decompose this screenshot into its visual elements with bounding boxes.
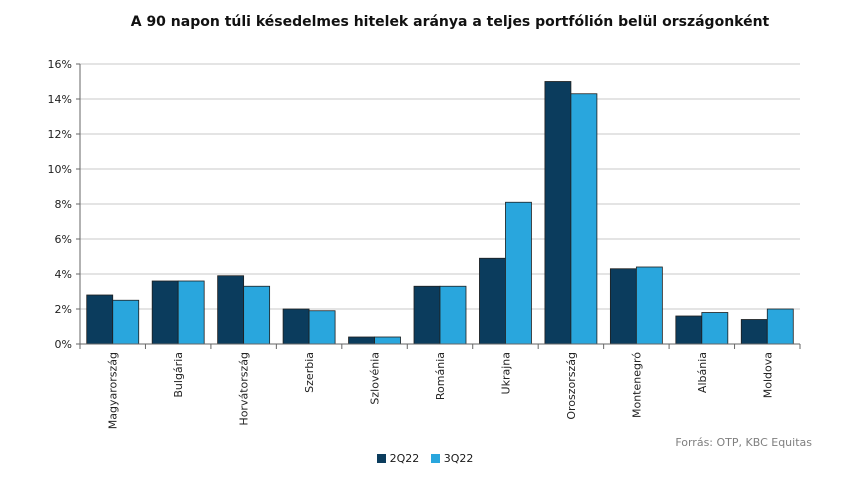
- x-tick-label: Oroszország: [565, 352, 578, 420]
- y-tick-label: 0%: [55, 338, 72, 351]
- y-tick-label: 2%: [55, 303, 72, 316]
- bar-2q22: [740, 319, 768, 345]
- bar-3q22: [374, 336, 401, 345]
- bars: [86, 81, 794, 345]
- x-tick-label: Horvátország: [238, 352, 251, 426]
- y-tick-label: 8%: [55, 198, 72, 211]
- x-tick-label: Moldova: [761, 352, 774, 398]
- x-tick-labels: Magyarország Bulgária Horvátország Szerbia S…: [107, 352, 775, 429]
- bar-3q22: [177, 280, 205, 345]
- x-tick-label: Montenegró: [630, 352, 643, 418]
- bar-3q22: [308, 310, 336, 345]
- y-tick-label: 6%: [55, 233, 72, 246]
- legend-label-2q22: 2Q22: [389, 452, 420, 465]
- bar-2q22: [479, 257, 506, 345]
- bar-3q22: [570, 93, 598, 345]
- axes: [76, 63, 801, 349]
- bar-3q22: [243, 285, 271, 345]
- x-tick-label: Albánia: [696, 352, 709, 393]
- bar-3q22: [505, 201, 532, 345]
- x-tick-label: Románia: [434, 352, 447, 400]
- x-tick-label: Szlovénia: [369, 352, 382, 405]
- bar-3q22: [112, 299, 140, 345]
- bar-2q22: [151, 280, 179, 345]
- source-note: Forrás: OTP, KBC Equitas: [675, 436, 812, 449]
- bar-3q22: [766, 308, 794, 345]
- legend-swatch-3q22: [430, 454, 440, 463]
- y-tick-label: 16%: [48, 58, 72, 71]
- x-tick-label: Bulgária: [172, 352, 185, 398]
- x-tick-label: Magyarország: [107, 352, 120, 429]
- y-tick-label: 12%: [48, 128, 72, 141]
- bar-3q22: [635, 266, 663, 345]
- legend-item-3q22: 3Q22: [430, 452, 474, 465]
- bar-2q22: [217, 275, 245, 345]
- x-tick-label: Szerbia: [303, 352, 316, 393]
- legend-label-3q22: 3Q22: [443, 452, 474, 465]
- legend-item-2q22: 2Q22: [376, 452, 420, 465]
- chart-title: A 90 napon túli késedelmes hitelek arány…: [130, 14, 770, 30]
- bar-3q22: [439, 285, 467, 345]
- x-tick-label: Ukrajna: [499, 352, 512, 394]
- y-tick-label: 4%: [55, 268, 72, 281]
- bar-2q22: [86, 294, 114, 345]
- bar-3q22: [701, 312, 729, 345]
- bar-2q22: [413, 285, 441, 345]
- bar-2q22: [675, 315, 703, 345]
- y-tick-label: 10%: [48, 163, 72, 176]
- gridlines: [80, 63, 800, 310]
- y-tick-labels: 0% 2% 4% 6% 8% 10% 12% 14% 16%: [48, 58, 72, 351]
- bar-2q22: [544, 81, 572, 345]
- legend: 2Q22 3Q22: [0, 452, 850, 466]
- legend-swatch-2q22: [376, 454, 386, 463]
- bar-2q22: [609, 268, 637, 345]
- bar-2q22: [348, 336, 375, 345]
- bar-2q22: [282, 308, 310, 345]
- y-tick-label: 14%: [48, 93, 72, 106]
